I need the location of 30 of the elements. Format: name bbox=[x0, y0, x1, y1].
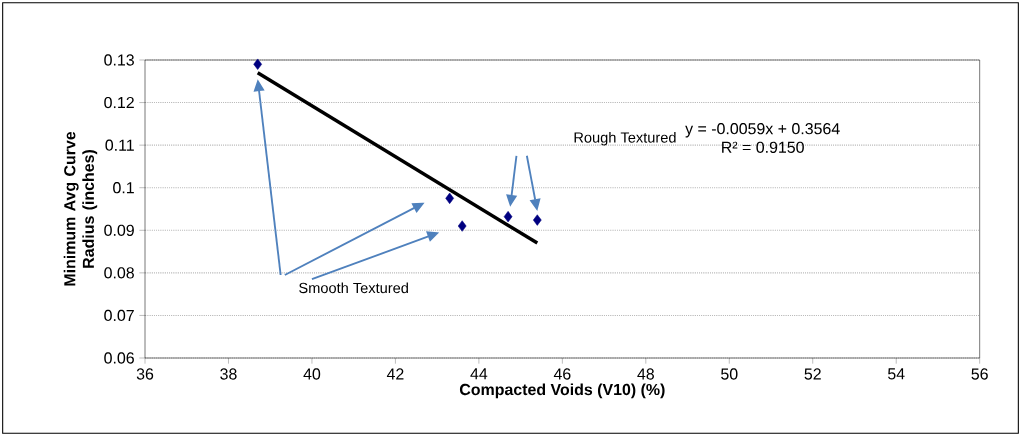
annotation: R² = 0.9150 bbox=[722, 141, 804, 153]
x-tick-label: 40 bbox=[303, 368, 321, 380]
y-tick-label: 0.12 bbox=[104, 96, 134, 109]
annotation: y = -0.0059x + 0.3564 bbox=[685, 123, 840, 138]
point bbox=[457, 220, 467, 232]
annotation: Rough Textured bbox=[574, 131, 676, 146]
x-tick-label: 38 bbox=[220, 368, 237, 380]
x-tick-label: 56 bbox=[971, 368, 988, 380]
y-tick-label: 0.07 bbox=[104, 309, 134, 322]
point bbox=[533, 214, 542, 226]
x-tick-label: 46 bbox=[553, 368, 571, 380]
y-tick-label: 0.11 bbox=[105, 139, 134, 151]
x-axis-title: Compacted Voids (V10) (%) bbox=[459, 383, 665, 399]
y-tick-label: 0.13 bbox=[104, 54, 134, 66]
x-tick-label: 48 bbox=[637, 368, 654, 380]
y-tick-label: 0.1 bbox=[113, 182, 134, 194]
point bbox=[445, 192, 454, 204]
y-tick-label: 0.09 bbox=[104, 224, 134, 236]
x-tick-label: 36 bbox=[136, 368, 154, 380]
x-tick-label: 50 bbox=[721, 368, 738, 380]
x-tick-label: 52 bbox=[804, 368, 821, 380]
x-tick-label: 44 bbox=[470, 368, 488, 380]
x-tick-label: 42 bbox=[386, 368, 404, 380]
y-tick-label: 0.06 bbox=[104, 352, 134, 364]
y-axis-title: Minimum Avg Curve Radius (inches) bbox=[63, 131, 98, 286]
annotation: Smooth Textured bbox=[299, 282, 408, 294]
point bbox=[253, 58, 262, 70]
point bbox=[503, 211, 513, 223]
x-tick-label: 54 bbox=[888, 368, 905, 380]
y-tick-label: 0.08 bbox=[104, 267, 134, 279]
